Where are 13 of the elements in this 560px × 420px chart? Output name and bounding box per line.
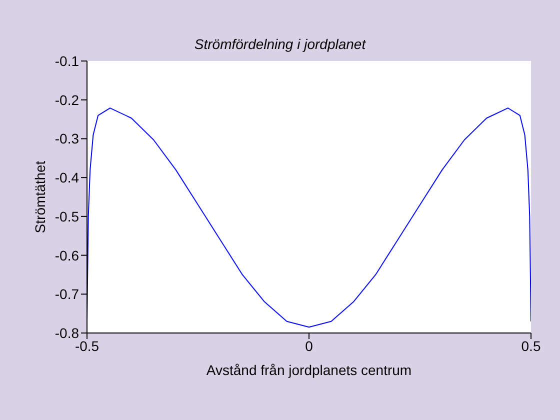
chart-title: Strömfördelning i jordplanet (193, 36, 367, 52)
y-tick-label: -0.6 (54, 247, 80, 264)
x-tick-label: 0 (305, 338, 314, 354)
x-axis-title: Avstånd från jordplanets centrum (205, 362, 413, 378)
y-tick-label: -0.2 (54, 92, 80, 108)
y-tick-label: -0.7 (54, 286, 80, 302)
line-series (87, 108, 531, 328)
y-tick-label: -0.1 (54, 52, 80, 69)
y-tick-label: -0.5 (54, 208, 80, 224)
y-tick-label: -0.4 (54, 170, 80, 186)
x-tick-label: 0.5 (521, 338, 541, 354)
y-tick-label: -0.3 (54, 130, 80, 147)
y-axis-title: Strömtäthet (32, 160, 48, 234)
